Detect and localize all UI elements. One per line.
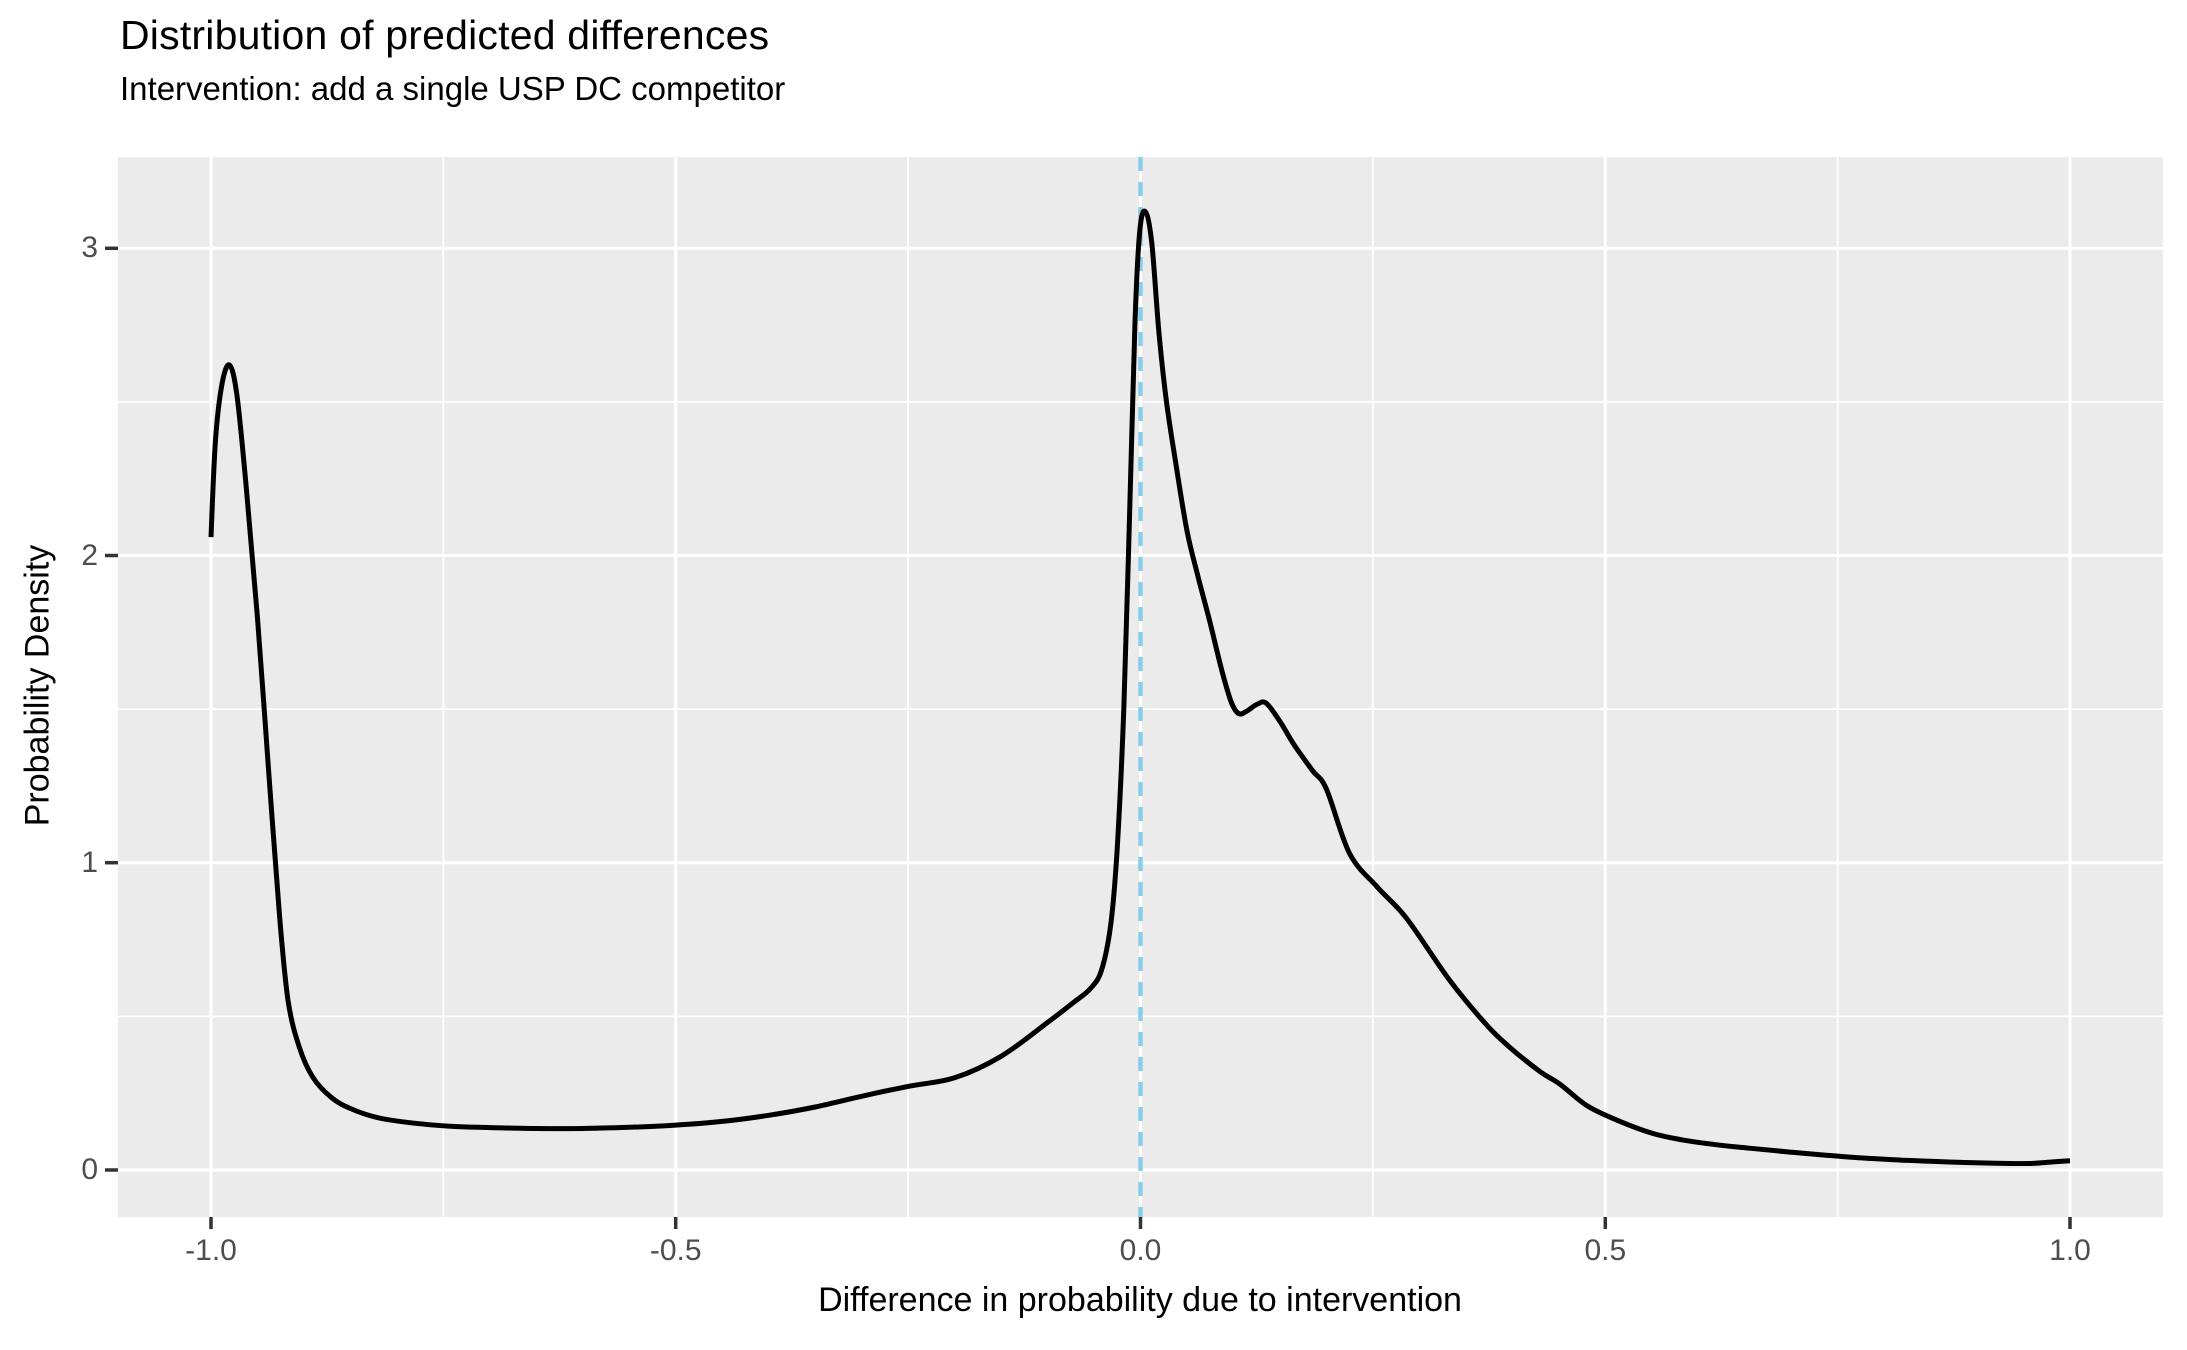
x-axis-title: Difference in probability due to interve… xyxy=(818,1281,1462,1319)
y-axis-title: Probability Density xyxy=(18,544,57,827)
chart-title: Distribution of predicted differences xyxy=(120,12,770,58)
x-tick-label: 0.0 xyxy=(1119,1234,1162,1267)
x-tick-label: -0.5 xyxy=(649,1234,702,1267)
chart-subtitle: Intervention: add a single USP DC compet… xyxy=(120,70,786,107)
y-tick-label: 2 xyxy=(81,538,98,572)
y-tick-label: 0 xyxy=(81,1153,98,1186)
y-tick-label: 3 xyxy=(81,231,98,265)
x-tick-label: 1.0 xyxy=(2049,1234,2091,1267)
y-tick-label: 1 xyxy=(81,845,98,879)
density-curve xyxy=(208,208,2071,1167)
x-tick-label: 0.5 xyxy=(1584,1234,1627,1267)
x-tick-label: -1.0 xyxy=(185,1234,237,1267)
